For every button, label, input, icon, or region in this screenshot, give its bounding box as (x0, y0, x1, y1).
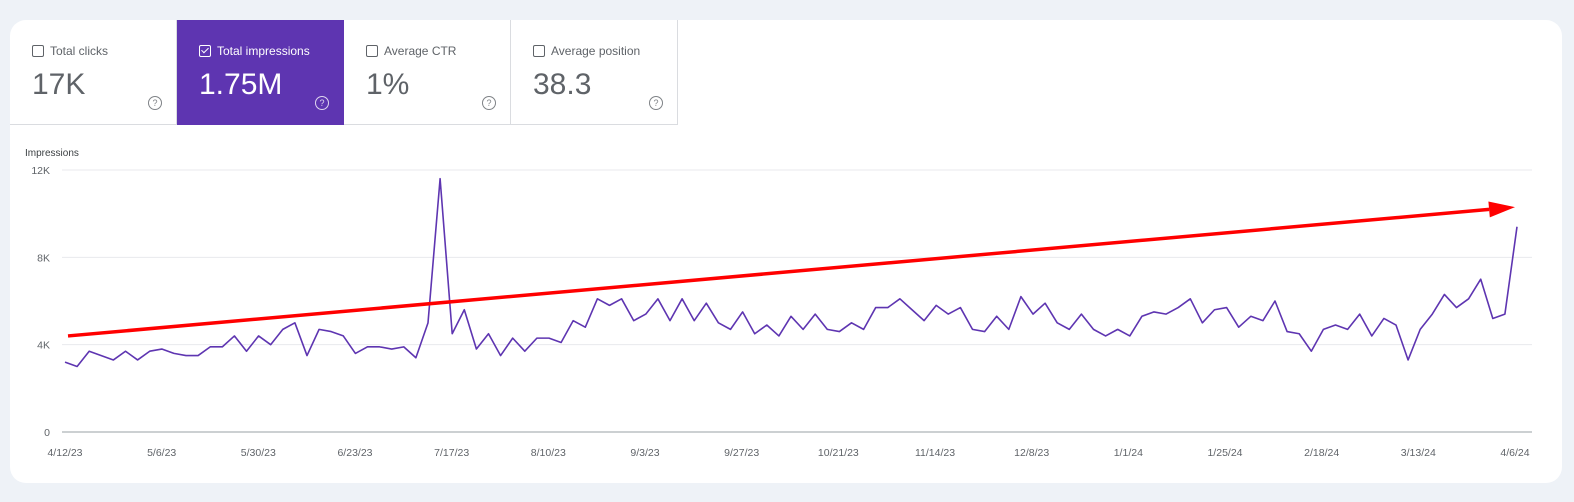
x-tick-label: 7/17/23 (434, 447, 469, 459)
x-tick-label: 9/3/23 (630, 447, 659, 459)
question-circle-icon[interactable]: ? (482, 96, 496, 110)
x-tick-label: 3/13/24 (1401, 447, 1436, 459)
checkbox-checked[interactable] (199, 45, 211, 57)
x-tick-label: 8/10/23 (531, 447, 566, 459)
y-tick-label: 8K (37, 252, 50, 264)
metric-average-position[interactable]: Average position 38.3 ? (511, 20, 678, 125)
metric-label: Total clicks (50, 44, 109, 58)
x-tick-label: 1/1/24 (1114, 447, 1143, 459)
checkbox[interactable] (366, 45, 378, 57)
metric-label: Average CTR (384, 44, 457, 58)
y-tick-label: 0 (44, 427, 50, 439)
trend-arrow-shaft (67, 207, 1490, 338)
checkbox[interactable] (533, 45, 545, 57)
performance-card: Total clicks 17K ? Total impressions 1.7… (10, 20, 1562, 483)
metric-total-impressions[interactable]: Total impressions 1.75M ? (177, 20, 344, 125)
x-tick-label: 5/6/23 (147, 447, 176, 459)
question-circle-icon[interactable]: ? (148, 96, 162, 110)
x-tick-label: 12/8/23 (1014, 447, 1049, 459)
x-tick-label: 11/14/23 (915, 447, 955, 459)
metric-total-clicks[interactable]: Total clicks 17K ? (10, 20, 177, 125)
y-axis-title: Impressions (25, 148, 79, 159)
x-tick-label: 10/21/23 (818, 447, 859, 459)
x-tick-label: 4/12/23 (47, 447, 82, 459)
x-tick-label: 6/23/23 (337, 447, 372, 459)
metric-value: 17K (32, 68, 86, 101)
question-circle-icon[interactable]: ? (649, 96, 663, 110)
trend-arrow-head (1488, 201, 1515, 218)
metric-average-ctr[interactable]: Average CTR 1% ? (344, 20, 511, 125)
metric-value: 1% (366, 68, 410, 101)
y-tick-label: 4K (37, 340, 50, 352)
y-tick-label: 12K (31, 165, 50, 177)
x-tick-label: 4/6/24 (1500, 447, 1529, 459)
metric-label: Total impressions (217, 44, 310, 58)
question-circle-icon[interactable]: ? (315, 96, 329, 110)
x-tick-label: 1/25/24 (1207, 447, 1242, 459)
metric-value: 1.75M (199, 68, 283, 101)
x-tick-label: 5/30/23 (241, 447, 276, 459)
metric-label: Average position (551, 44, 641, 58)
metric-tiles: Total clicks 17K ? Total impressions 1.7… (10, 20, 678, 125)
metric-value: 38.3 (533, 68, 592, 101)
checkbox[interactable] (32, 45, 44, 57)
x-tick-label: 2/18/24 (1304, 447, 1339, 459)
x-tick-label: 9/27/23 (724, 447, 759, 459)
